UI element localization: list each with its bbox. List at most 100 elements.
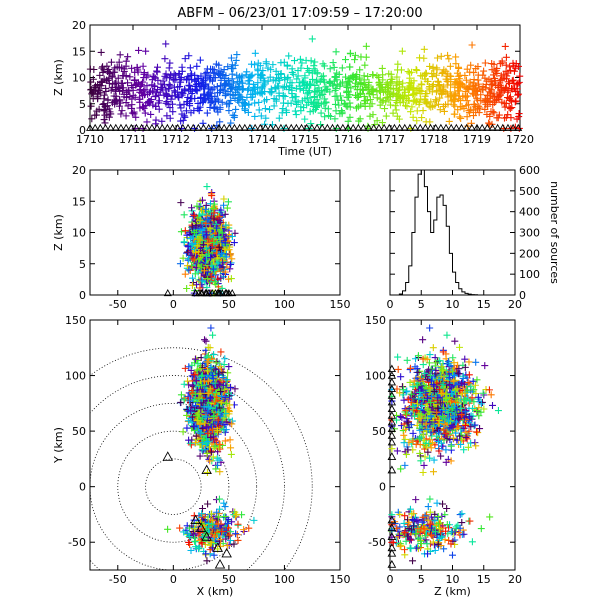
source-point (131, 76, 139, 84)
source-point (466, 78, 474, 86)
ground-projection-marker (235, 123, 244, 131)
ground-projection-marker (101, 123, 110, 131)
source-point (112, 78, 120, 86)
source-point (355, 117, 363, 125)
source-point (290, 57, 298, 65)
source-point (417, 80, 425, 88)
source-point (104, 67, 112, 75)
source-point (338, 96, 346, 104)
x-tick-label: 1715 (291, 133, 319, 146)
source-point (103, 62, 111, 70)
source-point (451, 110, 459, 118)
source-point (254, 79, 262, 87)
source-point (227, 450, 235, 458)
source-point (506, 93, 514, 101)
source-point (329, 59, 337, 67)
source-point (444, 100, 452, 108)
source-point (296, 55, 304, 63)
source-point (475, 80, 483, 88)
ground-projection-marker (127, 123, 136, 131)
source-point (506, 66, 514, 74)
source-point (509, 59, 517, 67)
source-point (272, 95, 280, 103)
source-point (225, 541, 233, 549)
source-point (153, 89, 161, 97)
source-point (490, 60, 498, 68)
source-point (468, 538, 476, 546)
source-point (511, 98, 519, 106)
source-point (187, 85, 195, 93)
source-point (394, 86, 402, 94)
source-point (218, 85, 226, 93)
source-point (188, 207, 196, 215)
source-point (162, 40, 170, 48)
source-point (422, 70, 430, 78)
y-tick-label: 200 (519, 247, 540, 260)
source-point (86, 65, 94, 73)
ground-projection-marker (297, 123, 306, 131)
source-point (357, 79, 365, 87)
source-point (207, 324, 215, 332)
source-point (407, 79, 415, 87)
source-point (242, 71, 250, 79)
y-tick-label: -50 (368, 536, 386, 549)
source-point (461, 92, 469, 100)
source-point (329, 80, 337, 88)
source-point (231, 385, 239, 393)
source-point (326, 88, 334, 96)
x-tick-label: 15 (477, 298, 491, 311)
source-point (426, 454, 434, 462)
x-tick-label: 0 (387, 298, 394, 311)
source-point (508, 104, 516, 112)
source-point (466, 517, 474, 525)
source-point (409, 557, 417, 565)
ground-projection-marker (307, 123, 316, 131)
source-point (488, 81, 496, 89)
source-point (401, 88, 409, 96)
ground-projection-marker (400, 123, 409, 131)
range-ring (90, 375, 285, 570)
ground-projection-marker (462, 123, 471, 131)
source-point (201, 70, 209, 78)
source-point (420, 54, 428, 62)
source-point (435, 83, 443, 91)
source-point (421, 75, 429, 83)
source-point (263, 96, 271, 104)
source-point (279, 99, 287, 107)
ground-projection-marker (364, 123, 373, 131)
x-tick-label: 150 (330, 573, 351, 586)
source-point (452, 78, 460, 86)
source-point (413, 66, 421, 74)
source-point (450, 101, 458, 109)
source-point (416, 98, 424, 106)
source-point (419, 107, 427, 115)
source-point (200, 76, 208, 84)
ground-projection-marker (374, 123, 383, 131)
source-point (210, 84, 218, 92)
source-point (502, 61, 510, 69)
source-point (387, 101, 395, 109)
source-point (381, 87, 389, 95)
source-point (181, 113, 189, 121)
y-tick-label: 0 (519, 289, 526, 302)
source-point (398, 47, 406, 55)
source-point (342, 82, 350, 90)
source-point (141, 109, 149, 117)
source-point (178, 63, 186, 71)
source-point (433, 66, 441, 74)
source-point (447, 72, 455, 80)
source-point (456, 113, 464, 121)
source-point (233, 51, 241, 59)
source-point (201, 336, 209, 344)
source-point (299, 77, 307, 85)
source-point (338, 108, 346, 116)
source-point (346, 113, 354, 121)
x-tick-label: 10 (446, 298, 460, 311)
source-point (205, 72, 213, 80)
source-point (115, 58, 123, 66)
source-point (266, 73, 274, 81)
source-point (227, 54, 235, 62)
source-point (313, 77, 321, 85)
source-point (313, 78, 321, 86)
